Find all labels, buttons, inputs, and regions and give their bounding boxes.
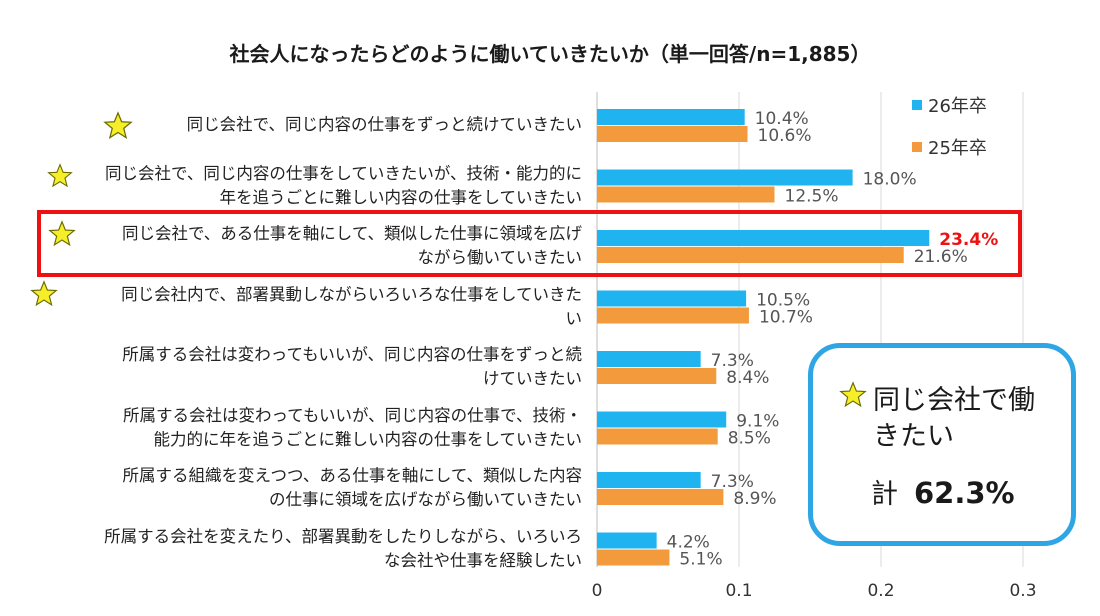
star-icon — [103, 111, 133, 139]
data-label: 21.6% — [914, 247, 968, 267]
star-icon — [30, 280, 58, 307]
legend-item-25: 25年卒 — [912, 134, 987, 160]
category-label: 所属する会社は変わってもいいが、同じ内容の仕事をずっと続けていきたい — [122, 343, 582, 391]
data-label: 7.3% — [711, 351, 754, 371]
category-label-line: 所属する会社は変わってもいいが、同じ内容の仕事で、技術・ — [122, 405, 582, 425]
bar-26 — [597, 472, 701, 488]
category-label-line: 能力的に年を追うごとに難しい内容の仕事をしていきたい — [153, 429, 582, 449]
bar-25 — [597, 247, 904, 263]
category-label-line: の仕事に領域を広げながら働いていきたい — [268, 490, 582, 509]
summary-heading-2: きたい — [873, 421, 954, 452]
summary-total: 計 62.3% — [871, 472, 1015, 511]
x-tick-label: 0 — [592, 581, 603, 601]
category-label: 同じ会社内で、部署異動しながらいろいろな仕事をしていきたい — [121, 283, 582, 331]
data-label: 4.2% — [667, 533, 710, 553]
data-label: 23.4% — [939, 230, 998, 250]
category-label-line: 同じ会社で、同じ内容の仕事をずっと続けていきたい — [186, 115, 582, 134]
bar-26 — [597, 169, 853, 186]
category-label-line: 同じ会社で、同じ内容の仕事をしていきたいが、技術・能力的に — [104, 163, 582, 183]
bar-25 — [597, 186, 775, 203]
star-icon — [839, 381, 867, 408]
category-label-line: い — [565, 308, 583, 328]
bar-25 — [597, 549, 670, 566]
category-label-line: 年を追うごとに難しい内容の仕事をしていきたい — [219, 187, 582, 207]
category-label: 所属する会社は変わってもいいが、同じ内容の仕事で、技術・能力的に年を追うごとに難… — [123, 404, 582, 452]
legend-swatch-26 — [912, 100, 922, 110]
legend-label-25: 25年卒 — [928, 138, 987, 159]
bar-25 — [597, 368, 717, 384]
bar-25 — [597, 489, 724, 505]
legend-label-26: 26年卒 — [928, 96, 987, 117]
bar-25 — [597, 307, 749, 324]
bar-25 — [597, 428, 718, 445]
data-label: 18.0% — [863, 170, 917, 190]
data-label: 7.3% — [711, 472, 754, 492]
data-label: 8.9% — [733, 489, 776, 509]
bar-26 — [597, 411, 727, 428]
chart-title: 社会人になったらどのように働いていきたいか（単一回答/n=1,885） — [229, 42, 871, 66]
bar-26 — [597, 351, 701, 367]
category-label-line: な会社や仕事を経験したい — [384, 550, 582, 570]
summary-heading-1: 同じ会社で働 — [873, 385, 1035, 416]
data-label: 5.1% — [679, 550, 722, 570]
legend-swatch-25 — [912, 142, 922, 152]
category-label-line: 同じ会社で、ある仕事を軸にして、類似した仕事に領域を広げ — [121, 224, 582, 243]
bar-26 — [597, 290, 747, 307]
category-label-line: ながら働いていきたい — [417, 248, 582, 267]
data-label: 12.5% — [785, 187, 839, 207]
category-label-line: 同じ会社内で、部署異動しながらいろいろな仕事をしていきた — [121, 284, 582, 304]
bar-26 — [597, 532, 657, 549]
bar-25 — [597, 126, 748, 142]
x-tick-label: 0.1 — [725, 581, 752, 601]
star-icon — [47, 163, 73, 188]
data-label: 8.4% — [726, 368, 769, 388]
category-label: 所属する組織を変えつつ、ある仕事を軸にして、類似した内容の仕事に領域を広げながら… — [122, 464, 582, 512]
summary-total-value: 62.3% — [914, 476, 1015, 510]
bar-26 — [597, 109, 745, 125]
category-label-line: けていきたい — [483, 369, 582, 388]
x-tick-label: 0.2 — [867, 581, 894, 601]
summary-total-label: 計 — [871, 479, 898, 510]
data-label: 9.1% — [736, 412, 779, 432]
star-icon — [48, 220, 76, 247]
data-label: 10.4% — [755, 109, 809, 129]
category-label-line: 所属する会社は変わってもいいが、同じ内容の仕事をずっと続 — [122, 345, 582, 364]
summary-box: 同じ会社で働 きたい 計 62.3% — [808, 343, 1076, 546]
data-label: 10.6% — [758, 126, 812, 146]
data-label: 10.5% — [756, 291, 810, 311]
category-label: 所属する会社を変えたり、部署異動をしたりしながら、いろいろな会社や仕事を経験した… — [104, 525, 582, 573]
category-label-line: 所属する組織を変えつつ、ある仕事を軸にして、類似した内容 — [122, 466, 582, 485]
bar-26 — [597, 230, 930, 246]
category-label: 同じ会社で、ある仕事を軸にして、類似した仕事に領域を広げながら働いていきたい — [122, 222, 582, 270]
category-label: 同じ会社で、同じ内容の仕事をしていきたいが、技術・能力的に年を追うごとに難しい内… — [105, 162, 582, 210]
data-label: 10.7% — [759, 308, 813, 328]
highlight-frame — [37, 210, 1022, 277]
legend-item-26: 26年卒 — [912, 92, 987, 118]
category-label-line: 所属する会社を変えたり、部署異動をしたりしながら、いろいろ — [104, 526, 582, 546]
category-label: 同じ会社で、同じ内容の仕事をずっと続けていきたい — [187, 113, 582, 137]
data-label: 8.5% — [728, 429, 771, 449]
x-tick-label: 0.3 — [1009, 581, 1036, 601]
